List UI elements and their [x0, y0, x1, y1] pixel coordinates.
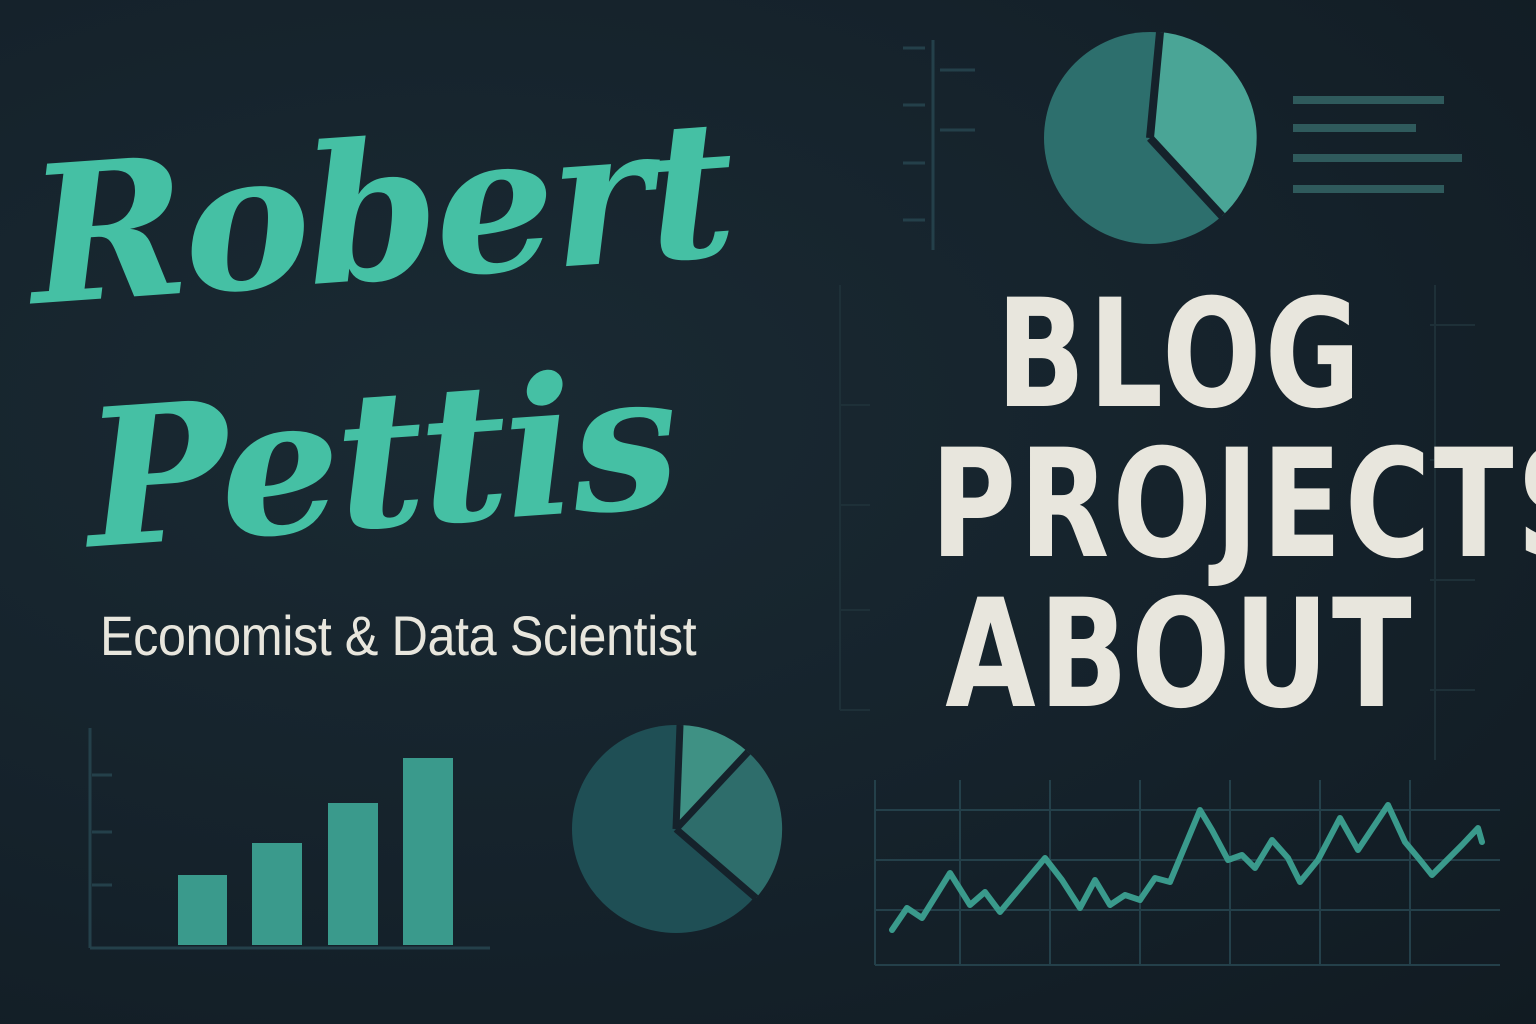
- legend-lines-decoration: [1293, 96, 1462, 193]
- subtitle: Economist & Data Scientist: [100, 604, 697, 667]
- top-axis-decoration: [903, 40, 975, 250]
- line-chart-decoration: [874, 780, 1500, 966]
- name-title-line-2: Pettis: [78, 327, 682, 592]
- nav-item-about[interactable]: ABOUT: [945, 568, 1415, 742]
- nav-item-blog[interactable]: BLOG: [996, 268, 1364, 442]
- bar-chart-decoration: [88, 728, 490, 950]
- top-pie-chart-decoration: [1044, 31, 1257, 244]
- name-title-line-1: Robert: [21, 76, 738, 349]
- bottom-pie-chart-decoration: [572, 724, 783, 933]
- main-nav: BLOG PROJECTS ABOUT: [860, 268, 1536, 742]
- nav-grid-decoration: [839, 285, 1475, 760]
- nav-item-projects[interactable]: PROJECTS: [930, 418, 1536, 592]
